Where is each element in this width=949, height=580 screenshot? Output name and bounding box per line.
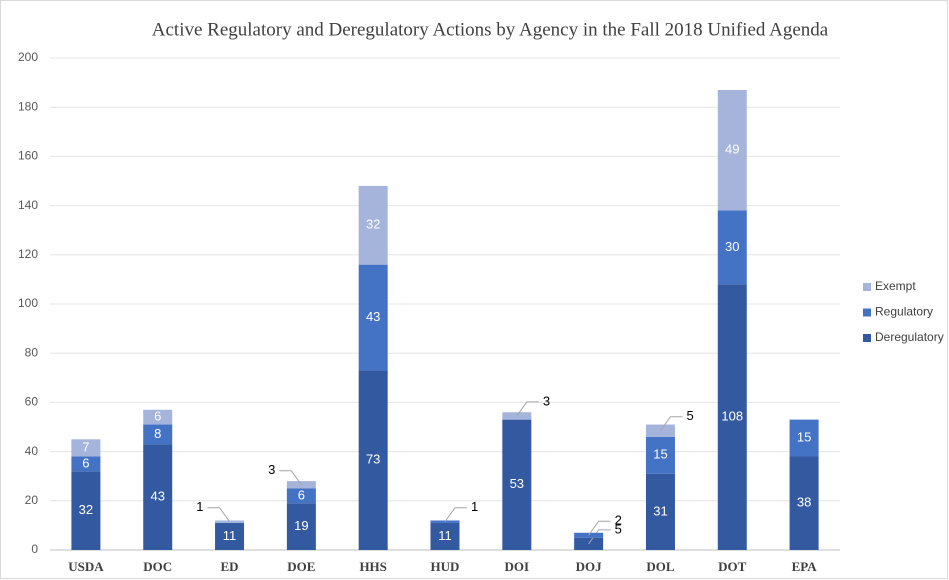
- callout-line: [279, 470, 302, 486]
- bar-segment: [789, 456, 819, 550]
- data-label: 32: [79, 502, 93, 517]
- data-label: 6: [82, 455, 89, 470]
- callout-line: [444, 507, 467, 523]
- legend-swatch: [863, 283, 871, 291]
- data-label: 8: [154, 426, 161, 441]
- callout-line: [660, 416, 683, 431]
- data-label: 38: [797, 495, 811, 510]
- chart-title: Active Regulatory and Deregulatory Actio…: [152, 19, 829, 40]
- data-label: 49: [725, 142, 739, 157]
- x-tick-label: DOT: [718, 559, 747, 574]
- data-label: 15: [797, 430, 811, 445]
- bar-segment: [717, 89, 747, 211]
- y-tick-label: 40: [25, 444, 39, 458]
- data-label: 43: [150, 489, 164, 504]
- x-tick-label: DOI: [505, 559, 530, 574]
- bar-segment: [717, 284, 747, 550]
- bar-segment: [71, 471, 101, 550]
- y-tick-label: 140: [18, 198, 38, 212]
- x-tick-label: HHS: [359, 559, 386, 574]
- callout-label: 3: [543, 393, 550, 408]
- data-label: 7: [82, 439, 89, 454]
- y-tick-label: 120: [18, 247, 38, 261]
- y-tick-label: 80: [25, 345, 39, 359]
- x-tick-label: ED: [221, 559, 239, 574]
- legend-swatch: [863, 308, 871, 317]
- legend-label: Regulatory: [875, 305, 933, 319]
- y-tick-label: 20: [25, 493, 39, 507]
- bar-segment: [502, 419, 532, 550]
- x-tick-label: DOC: [143, 559, 172, 574]
- x-tick-label: DOL: [646, 559, 675, 574]
- y-tick-label: 160: [18, 149, 38, 163]
- data-label: 6: [154, 409, 161, 424]
- legend-label: Exempt: [875, 279, 916, 293]
- data-label: 11: [223, 528, 237, 543]
- legend-label: Deregulatory: [875, 330, 944, 344]
- bar-segment: [286, 503, 316, 550]
- bar-segment: [358, 264, 388, 371]
- bar-segment: [358, 370, 388, 550]
- x-tick-label: DOJ: [576, 559, 603, 574]
- bar-segment: [71, 456, 101, 472]
- data-label: 6: [298, 487, 305, 502]
- bar-segment: [143, 444, 173, 550]
- bar-segment: [789, 419, 819, 457]
- y-tick-label: 0: [31, 542, 38, 556]
- data-label: 30: [725, 239, 739, 254]
- data-label: 32: [366, 217, 380, 232]
- bar-segment: [645, 436, 675, 474]
- y-tick-label: 100: [18, 296, 38, 310]
- callout-label: 5: [686, 408, 693, 423]
- x-tick-label: EPA: [792, 559, 818, 574]
- bar-segment: [430, 522, 460, 550]
- data-label: 73: [366, 452, 380, 467]
- y-tick-label: 200: [18, 50, 38, 64]
- x-tick-label: HUD: [431, 559, 460, 574]
- callout-label: 1: [471, 499, 478, 514]
- callout-line: [588, 520, 611, 536]
- bar-segment: [143, 424, 173, 445]
- bar-segment: [286, 488, 316, 504]
- bar-segment: [358, 185, 388, 265]
- callout-line: [588, 529, 611, 545]
- data-label: 31: [653, 503, 667, 518]
- y-tick-label: 60: [25, 395, 39, 409]
- bar-segment: [717, 210, 747, 285]
- callout-label: 3: [268, 462, 275, 477]
- data-label: 108: [721, 409, 743, 424]
- data-label: 19: [294, 518, 308, 533]
- data-label: 15: [653, 447, 667, 462]
- x-tick-label: DOE: [287, 559, 315, 574]
- callout-label: 5: [615, 521, 622, 536]
- data-label: 43: [366, 309, 380, 324]
- bar-segment: [71, 439, 101, 457]
- legend-swatch: [863, 334, 871, 342]
- callout-line: [516, 401, 539, 417]
- bar-segment: [143, 409, 173, 425]
- x-tick-label: USDA: [68, 559, 104, 574]
- bar-segment: [215, 522, 245, 550]
- callout-line: [207, 507, 230, 523]
- callout-label: 2: [615, 513, 622, 528]
- y-tick-label: 180: [18, 99, 38, 113]
- data-label: 53: [510, 476, 524, 491]
- callout-label: 1: [196, 499, 203, 514]
- bar-segment: [645, 473, 675, 550]
- data-label: 11: [438, 528, 452, 543]
